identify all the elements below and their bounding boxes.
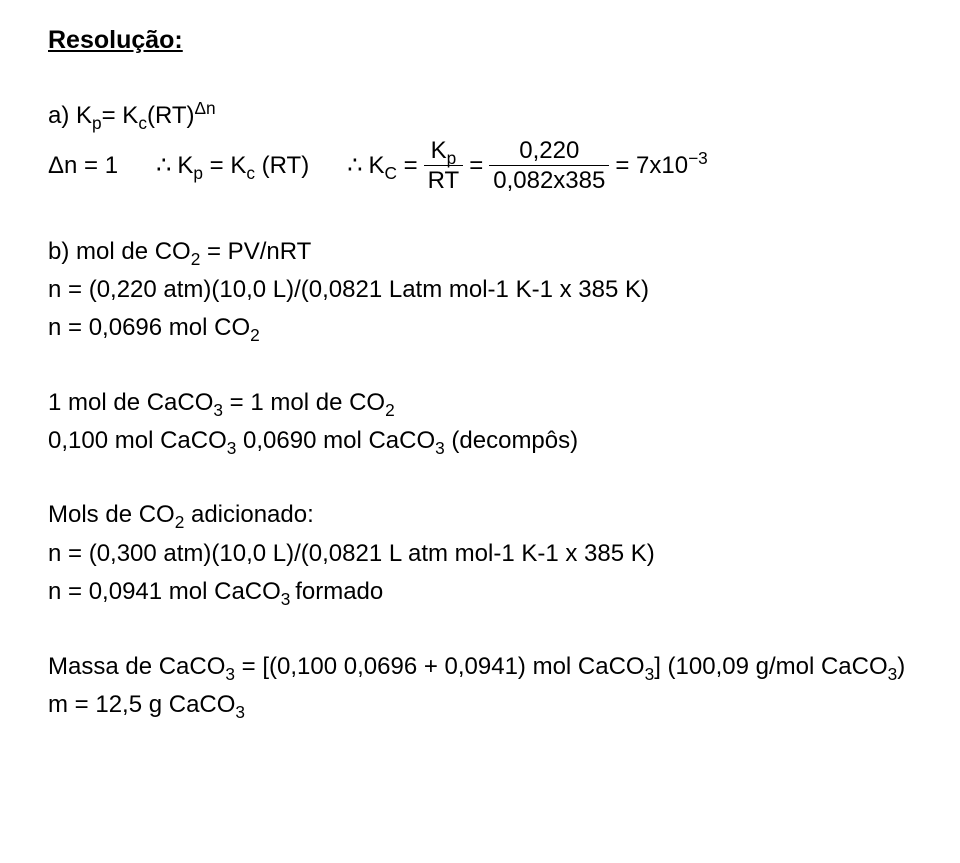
delta-n: Δn = 1	[48, 150, 118, 182]
therefore-group-2: ∴ KC = Kp RT = 0,220 0,082x385 = 7x10−3	[347, 138, 708, 193]
fraction-bar-icon	[489, 165, 609, 166]
result-value: = 7x10−3	[615, 150, 707, 182]
fraction-den: RT	[424, 168, 464, 193]
part-d: Mols de CO2 adicionado: n = (0,300 atm)(…	[48, 499, 912, 608]
part-d-line2: n = (0,300 atm)(10,0 L)/(0,0821 L atm mo…	[48, 538, 912, 570]
part-c-line1: 1 mol de CaCO3 = 1 mol de CO2	[48, 387, 912, 419]
equals-sign: =	[469, 150, 483, 182]
therefore-icon: ∴	[156, 150, 171, 182]
part-d-line1: Mols de CO2 adicionado:	[48, 499, 912, 531]
part-b: b) mol de CO2 = PV/nRT n = (0,220 atm)(1…	[48, 236, 912, 345]
fraction-den: 0,082x385	[489, 168, 609, 193]
part-b-line2: n = (0,220 atm)(10,0 L)/(0,0821 Latm mol…	[48, 274, 912, 306]
part-a-line1: a) Kp= Kc(RT)Δn	[48, 100, 912, 132]
part-a: a) Kp= Kc(RT)Δn Δn = 1 ∴ Kp = Kc (RT) ∴ …	[48, 100, 912, 194]
therefore-group-1: ∴ Kp = Kc (RT)	[156, 150, 309, 182]
part-e-line2: m = 12,5 g CaCO3	[48, 689, 912, 721]
part-a-row: Δn = 1 ∴ Kp = Kc (RT) ∴ KC = Kp RT = 0,2…	[48, 138, 912, 193]
therefore-icon: ∴	[347, 150, 362, 182]
part-c-line2: 0,100 mol CaCO3 0,0690 mol CaCO3 (decomp…	[48, 425, 912, 457]
part-e: Massa de CaCO3 = [(0,100 0,0696 + 0,0941…	[48, 651, 912, 722]
part-b-line3: n = 0,0696 mol CO2	[48, 312, 912, 344]
fraction-num: Kp	[427, 138, 461, 163]
fraction-numeric: 0,220 0,082x385	[489, 138, 609, 193]
part-b-line1: b) mol de CO2 = PV/nRT	[48, 236, 912, 268]
part-e-line1: Massa de CaCO3 = [(0,100 0,0696 + 0,0941…	[48, 651, 912, 683]
section-title: Resolução:	[48, 24, 912, 58]
fraction-num: 0,220	[515, 138, 583, 163]
kc-equals: KC =	[368, 150, 417, 182]
fraction-kp-over-rt: Kp RT	[424, 138, 464, 193]
fraction-bar-icon	[424, 165, 464, 166]
part-c: 1 mol de CaCO3 = 1 mol de CO2 0,100 mol …	[48, 387, 912, 458]
kp-eq-kc-rt: Kp = Kc (RT)	[177, 150, 309, 182]
part-d-line3: n = 0,0941 mol CaCO3 formado	[48, 576, 912, 608]
